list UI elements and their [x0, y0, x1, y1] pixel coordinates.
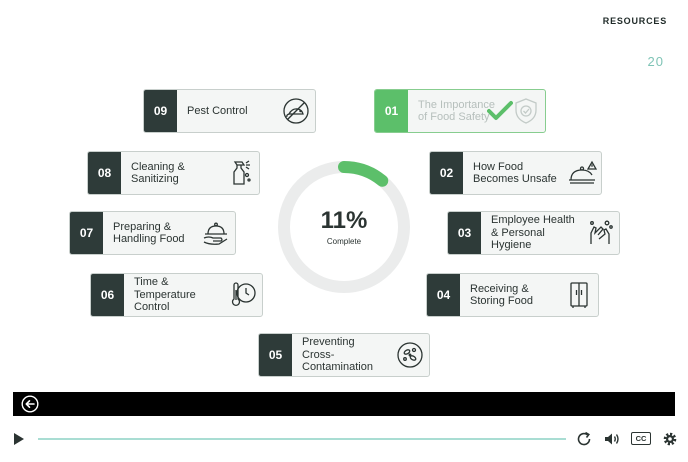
module-title: Time & Temperature Control	[134, 276, 196, 314]
module-number: 02	[430, 152, 463, 194]
replay-icon[interactable]	[575, 430, 593, 448]
resources-link[interactable]: RESOURCES	[602, 16, 667, 26]
thermometer-clock-icon	[224, 274, 262, 316]
module-title: Receiving & Storing Food	[470, 282, 533, 308]
module-card-03[interactable]: 03 Employee Health & Personal Hygiene	[447, 211, 620, 255]
module-title: The Importance of Food Safety	[418, 98, 496, 124]
module-number: 06	[91, 274, 124, 316]
module-title: Employee Health & Personal Hygiene	[491, 214, 575, 252]
module-number: 04	[427, 274, 460, 316]
play-icon[interactable]	[13, 432, 25, 446]
module-card-04[interactable]: 04 Receiving & Storing Food	[426, 273, 599, 317]
completed-check-icon	[487, 101, 513, 120]
volume-icon[interactable]	[603, 430, 621, 448]
module-card-08[interactable]: 08 Cleaning & Sanitizing	[87, 151, 260, 195]
module-card-06[interactable]: 06 Time & Temperature Control	[90, 273, 263, 317]
module-number: 03	[448, 212, 481, 254]
shield-check-icon	[507, 90, 545, 132]
caption-bar	[13, 392, 675, 416]
progress-percent: 11%	[320, 207, 368, 234]
module-number: 08	[88, 152, 121, 194]
brand-logo: 20	[647, 54, 664, 69]
progress-status: Complete	[326, 237, 362, 246]
back-arrow-icon[interactable]	[21, 395, 39, 413]
closed-captions-icon[interactable]: CC	[631, 432, 651, 445]
module-title: Cleaning & Sanitizing	[131, 160, 185, 186]
hand-washing-icon	[581, 212, 619, 254]
no-rodent-icon	[277, 90, 315, 132]
module-number: 09	[144, 90, 177, 132]
refrigerator-icon	[560, 274, 598, 316]
bacteria-icon	[391, 334, 429, 376]
progress-ring	[278, 161, 410, 293]
module-title: Preparing & Handling Food	[113, 220, 185, 246]
module-number: 05	[259, 334, 292, 376]
module-card-05[interactable]: 05 Preventing Cross-Contamination	[258, 333, 430, 377]
gear-icon[interactable]	[661, 430, 679, 448]
module-card-09[interactable]: 09 Pest Control	[143, 89, 316, 133]
module-number: 07	[70, 212, 103, 254]
module-number: 01	[375, 90, 408, 132]
module-card-01[interactable]: 01 The Importance of Food Safety	[374, 89, 546, 133]
serving-tray-icon	[197, 212, 235, 254]
module-title: Pest Control	[187, 104, 248, 117]
progress-readout: 11% Complete	[276, 159, 412, 295]
seek-bar[interactable]	[38, 438, 566, 440]
player-controls: CC	[0, 424, 688, 454]
cloche-warning-icon	[563, 152, 601, 194]
module-title: Preventing Cross-Contamination	[302, 336, 373, 374]
spray-bottle-icon	[221, 152, 259, 194]
module-card-02[interactable]: 02 How Food Becomes Unsafe	[429, 151, 602, 195]
module-card-07[interactable]: 07 Preparing & Handling Food	[69, 211, 236, 255]
module-title: How Food Becomes Unsafe	[473, 160, 557, 186]
